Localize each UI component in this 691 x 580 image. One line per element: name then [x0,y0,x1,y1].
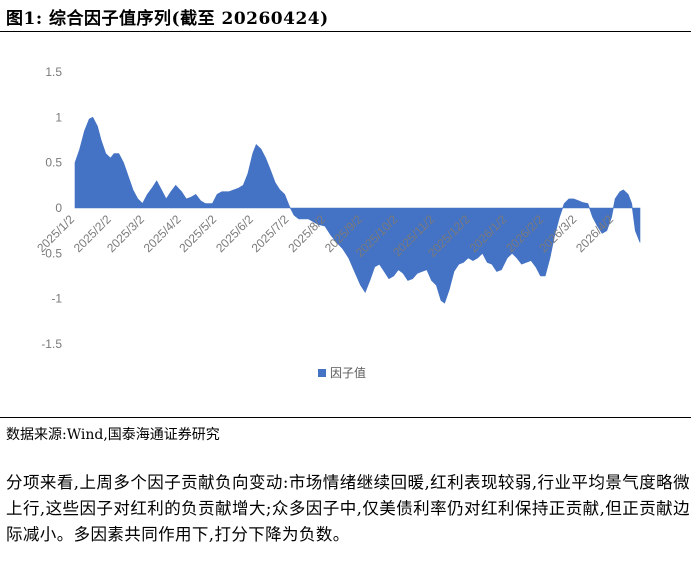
x-tick-label: 2025/6/2 [213,212,256,255]
legend-swatch [318,369,326,377]
x-tick-label: 2025/3/2 [104,212,147,255]
y-tick-label: -1 [51,292,62,306]
source-note: 数据来源:Wind,国泰海通证券研究 [6,427,220,443]
x-tick-label: 2025/4/2 [141,212,184,255]
analysis-paragraph: 分项来看,上周多个因子贡献负向变动:市场情绪继续回暖,红利表现较弱,行业平均景气… [6,473,690,544]
series-area [74,116,641,304]
figure-title: 图1: 综合因子值序列(截至 20260424) [6,9,329,29]
x-tick-label: 2025/7/2 [249,212,292,255]
y-tick-label: 0.5 [45,156,62,170]
y-tick-label: -0.5 [41,246,62,260]
factor-value-chart: 1.510.50-0.5-1-1.5 2025/1/22025/2/22025/… [34,65,641,380]
title-rule [0,31,691,32]
y-tick-label: 1 [55,110,62,124]
y-axis-ticks: 1.5 1 0.5 0 -0.5 -1 -1.5 [41,65,62,351]
series-area-fill [74,116,641,304]
x-tick-label: 2025/5/2 [176,212,219,255]
y-tick-label: 0 [55,201,62,215]
y-tick-label: -1.5 [41,337,62,351]
legend-label: 因子值 [330,365,366,380]
source-rule [0,417,691,418]
chart-legend: 因子值 [318,365,366,380]
y-tick-label: 1.5 [45,65,62,79]
